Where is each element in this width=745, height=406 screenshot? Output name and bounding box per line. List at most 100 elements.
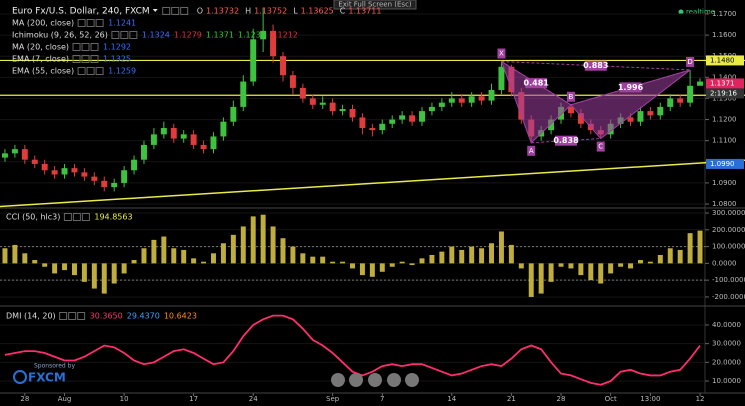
ohlc-value: 1.13625 xyxy=(301,7,334,16)
pane-button[interactable] xyxy=(59,312,68,320)
cci-bar xyxy=(528,263,534,297)
pane-button[interactable] xyxy=(95,67,104,75)
cci-bar xyxy=(270,226,276,264)
legend-value: 194.8563 xyxy=(94,213,132,222)
cci-bar xyxy=(220,243,226,264)
legend-label: MA (20, close) xyxy=(12,43,69,52)
zoom-button[interactable] xyxy=(331,373,345,387)
price-marker-label: 1.1371 xyxy=(710,79,735,87)
ratio-box xyxy=(525,78,548,89)
candle-body xyxy=(141,144,147,160)
pane-button[interactable] xyxy=(77,312,86,320)
candle-body xyxy=(369,128,376,131)
candle-body xyxy=(577,113,584,124)
cci-bar xyxy=(111,263,117,284)
pattern-point-box xyxy=(596,141,605,152)
cci-bar xyxy=(42,263,48,267)
zoom-button[interactable] xyxy=(368,373,382,387)
legend-value: 30.3650 xyxy=(90,312,123,321)
cci-bar xyxy=(191,258,197,264)
candle-body xyxy=(428,106,435,112)
cci-bar xyxy=(389,263,395,267)
ratio-label: 0.481 xyxy=(524,79,550,88)
pane-button[interactable] xyxy=(86,67,95,75)
ratio-label: 1.996 xyxy=(618,83,644,92)
chart-title: Euro Fx/U.S. Dollar, 240, FXCM xyxy=(12,7,150,17)
pattern-point-label: C xyxy=(598,143,603,151)
cci-bar xyxy=(12,244,18,264)
legend-label: Ichimoku (9, 26, 52, 26) xyxy=(12,31,108,40)
y-tick-label: 1.1100 xyxy=(712,137,737,145)
pane-button[interactable] xyxy=(72,43,81,51)
x-tick-label: 28 xyxy=(557,395,566,403)
pane-button[interactable] xyxy=(120,31,129,39)
x-tick-label: 14 xyxy=(447,395,456,403)
pane-button[interactable] xyxy=(72,213,81,221)
x-tick-label: 21 xyxy=(507,395,516,403)
pane-button[interactable] xyxy=(129,31,138,39)
ratio-label: 0.883 xyxy=(583,61,608,70)
cci-bar xyxy=(687,233,693,264)
candle-body xyxy=(1,153,8,158)
pane-button[interactable] xyxy=(68,312,77,320)
y-tick-label: 10.0000 xyxy=(712,377,741,385)
candle-body xyxy=(280,56,286,76)
pane-button[interactable] xyxy=(90,43,99,51)
zoom-button[interactable] xyxy=(349,373,363,387)
candle-body xyxy=(111,182,118,188)
pane-button[interactable] xyxy=(72,55,81,63)
candle-body xyxy=(637,111,644,122)
pane-button[interactable] xyxy=(90,55,99,63)
candle-body xyxy=(488,89,495,101)
pane-button[interactable] xyxy=(77,67,86,75)
pane-button[interactable] xyxy=(86,19,95,27)
y-tick-label: 1.0800 xyxy=(712,200,737,208)
candle-body xyxy=(170,128,177,139)
price-marker xyxy=(706,78,744,89)
countdown-box xyxy=(706,88,744,99)
cci-bar xyxy=(201,261,207,264)
cci-bar xyxy=(181,249,187,264)
pattern-point-box xyxy=(686,56,695,67)
legend-value: 29.4370 xyxy=(127,312,160,321)
pane-button[interactable] xyxy=(77,19,86,27)
candle-body xyxy=(319,102,326,105)
pane-button[interactable] xyxy=(162,7,171,15)
candle-body xyxy=(349,109,356,118)
y-tick-label: -200.0000 xyxy=(712,293,745,301)
legend-value: 1.1230 xyxy=(238,31,266,40)
pane-button[interactable] xyxy=(81,213,90,221)
plot-layer: 1.17001.16001.15001.14001.13001.12001.11… xyxy=(0,7,745,403)
pane-button[interactable] xyxy=(81,43,90,51)
candle-body xyxy=(299,87,306,99)
candle-body xyxy=(200,144,207,150)
pane-button[interactable] xyxy=(171,7,180,15)
cci-bar xyxy=(439,251,445,264)
ratio-box xyxy=(554,135,577,146)
candle-body xyxy=(41,163,48,171)
legend-value: 1.1241 xyxy=(108,19,136,28)
cci-bar xyxy=(81,263,87,282)
candle-body xyxy=(210,136,217,150)
pane-button[interactable] xyxy=(63,213,72,221)
candle-body xyxy=(31,159,38,164)
exit-fullscreen-button[interactable] xyxy=(333,0,417,10)
zoom-button[interactable] xyxy=(405,373,419,387)
pane-button[interactable] xyxy=(180,7,189,15)
pane-button[interactable] xyxy=(95,19,104,27)
x-tick-label: 24 xyxy=(249,395,258,403)
cci-bar xyxy=(637,260,643,264)
pane-button[interactable] xyxy=(111,31,120,39)
exit-fullscreen-label[interactable]: Exit Full Screen (Esc) xyxy=(338,1,412,9)
cci-bar xyxy=(369,263,375,277)
cci-bar xyxy=(697,230,703,264)
candle-body xyxy=(160,128,167,135)
cci-bar xyxy=(101,263,107,294)
cci-bar xyxy=(508,244,514,264)
cci-bar xyxy=(578,263,584,276)
zoom-button[interactable] xyxy=(387,373,401,387)
x-tick-label: Sep xyxy=(326,395,340,403)
pane-button[interactable] xyxy=(81,55,90,63)
candle-body xyxy=(250,39,257,82)
cci-bar xyxy=(399,261,405,264)
